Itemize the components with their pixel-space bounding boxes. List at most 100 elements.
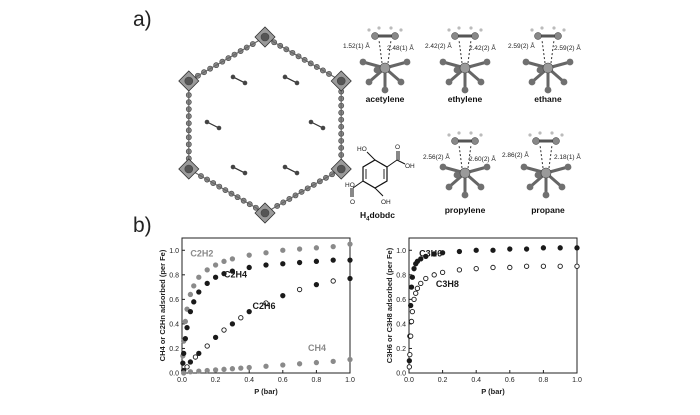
guest-molecule-atom [282,74,288,80]
iron-atom [459,62,471,74]
y-tick-label: 1.0 [396,248,406,255]
iron-atom [184,76,194,86]
chart-c3-adsorption: 0.0 0.2 0.4 0.6 0.8 1.0 0.0 0.2 0.4 0.6 0.8 1.0 P (b… [385,237,582,396]
oxygen-atom [477,183,485,191]
iron-atom [459,167,471,179]
data-point-C2H2 [221,258,227,264]
data-point-CH4 [347,356,353,363]
data-point-C2H6 [221,327,227,333]
framework-bond [264,168,342,214]
iron-atom [184,164,194,174]
guest-molecule-atom [282,164,288,170]
propylene-label: propylene [445,205,486,215]
data-point-C2H2 [182,318,189,325]
data-point-C3H6 [507,246,513,252]
data-point-C2H4 [330,257,336,263]
hydrogen-atom [562,28,566,32]
data-point-C2H6 [330,278,336,284]
carbon-atom [534,32,542,40]
series-label-C2H2: C2H2 [190,248,213,258]
data-point-C2H4 [229,268,236,274]
data-point-C3H8 [418,280,424,287]
data-point-C2H4 [204,280,210,287]
data-point-C3H6 [523,246,530,252]
carbon-atom [451,137,459,145]
hydrogen-atom [550,131,554,135]
series-label-C3H8: C3H8 [436,279,459,289]
data-point-C3H6 [456,248,463,255]
data-point-C2H6 [263,300,269,306]
data-point-C2H2 [229,256,236,262]
data-point-C2H4 [212,274,219,280]
x-tick-label: 0.8 [312,377,322,384]
ethylene-distance-2: 2.42(2) Å [469,43,496,52]
data-point-C3H8 [407,351,413,358]
data-point-CH4 [229,366,236,372]
data-point-C2H6 [196,350,202,357]
data-point-C3H8 [439,269,446,276]
hydrogen-atom [367,28,371,32]
guest-molecule-atom [242,170,248,176]
data-point-CH4 [204,367,210,374]
data-point-C2H6 [296,286,303,293]
chart-c2-adsorption: 0.0 0.2 0.4 0.6 0.8 1.0 0.0 0.2 0.4 0.6 0.8 1.0 P (b… [158,237,355,396]
plot-frame [181,237,351,374]
data-point-C2H2 [330,243,336,250]
x-tick-label: 0.2 [211,377,221,384]
mof-channel-structure [178,26,352,224]
carbon-atom [371,32,379,40]
data-point-C2H4 [196,289,202,295]
ligand-ho-left: HO [345,182,355,189]
hydrogen-atom [560,133,564,137]
oxygen-atom [536,66,544,74]
data-point-CH4 [212,367,219,373]
x-tick-label: 0.0 [177,377,187,384]
data-point-C2H2 [263,250,269,256]
oxygen-atom [445,183,453,191]
oxygen-atom [359,58,367,66]
data-point-C3H8 [406,364,412,370]
guest-molecule-atom [294,80,300,86]
hydrogen-atom [377,26,381,30]
x-tick-label: 0.0 [404,377,414,384]
guest-molecule-atom [216,125,222,131]
series-label-C2H6: C2H6 [253,301,276,311]
y-tick-label: 0.2 [396,346,406,353]
data-point-C3H8 [574,263,580,269]
contact-dashed-bond [541,39,546,64]
x-axis-label: P (bar) [254,387,278,396]
contact-dashed-bond [548,144,553,169]
hydrogen-atom [457,131,461,135]
x-axis-label: P (bar) [481,387,505,396]
y-tick-label: 0.2 [169,346,179,353]
data-point-C2H4 [181,350,187,357]
data-point-C3H6 [418,256,424,262]
ethane-distance-1: 2.59(2) Å [508,41,535,50]
data-point-C2H4 [180,360,186,366]
data-point-C2H2 [280,247,286,253]
carbon-atom [471,137,479,145]
hydrogen-atom [479,28,483,32]
series-label-C2H4: C2H4 [224,269,247,279]
contact-dashed-bond [539,144,544,169]
iron-atom [542,62,554,74]
data-point-C3H8 [411,296,417,303]
y-axis-label: CH4 or C2Hn adsorbed (per Fe) [158,249,167,361]
data-point-C3H8 [413,290,419,296]
hydrogen-atom [447,133,451,137]
iron-atom [260,32,270,42]
data-point-C2H2 [187,291,194,298]
panel-a-label: a) [133,8,152,31]
oxygen-atom [558,183,566,191]
data-point-CH4 [187,369,194,375]
propane-distance-1: 2.86(2) Å [502,150,529,159]
data-point-C3H8 [408,333,414,339]
hydrogen-atom [469,131,473,135]
x-tick-label: 0.8 [539,377,549,384]
hydrogen-atom [399,28,403,32]
x-tick-label: 1.0 [345,377,355,384]
guest-molecule-atom [242,80,248,86]
data-point-CH4 [246,364,252,371]
data-point-C2H4 [221,270,227,277]
structure-propylene: 2.56(2) Å 2.60(2) Å propylene [423,131,496,215]
